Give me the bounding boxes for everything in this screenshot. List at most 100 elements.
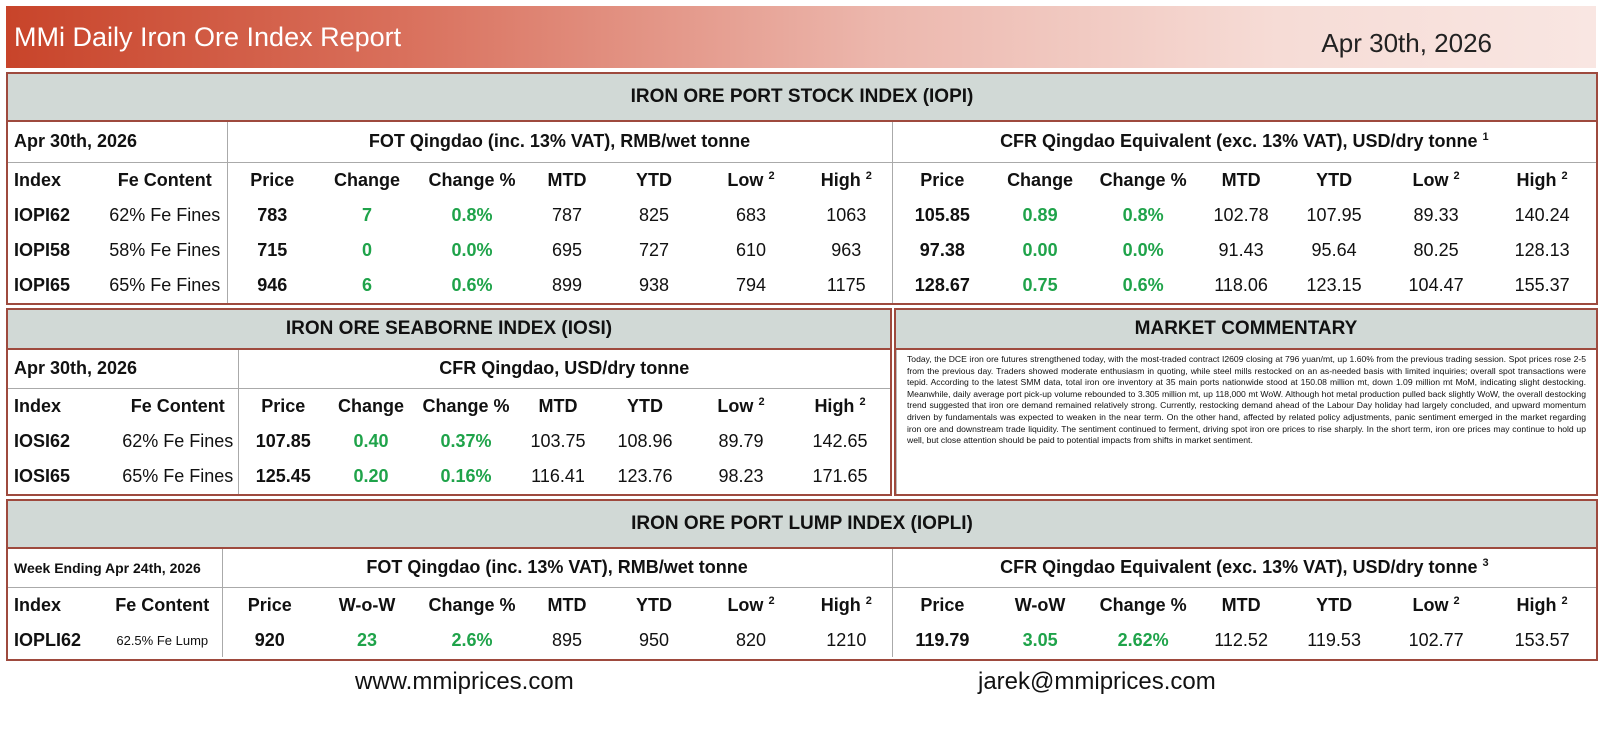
row-fe: 65% Fe Fines [103, 268, 228, 303]
cell-low: 610 [735, 240, 767, 260]
cell-low: 89.33 [1413, 205, 1459, 225]
col-index: Index [14, 169, 62, 190]
cell-mtd: 116.41 [531, 466, 585, 486]
cell-low: 794 [735, 275, 767, 295]
cell-price: 119.79 [915, 629, 970, 650]
cell-mtd: 118.06 [1214, 275, 1268, 295]
cell-ytd: 123.15 [1306, 275, 1362, 295]
cell-low: 80.25 [1413, 240, 1459, 260]
cell-high: 171.65 [812, 466, 868, 486]
cell-mtd: 102.78 [1213, 205, 1269, 225]
cell-mtd: 899 [551, 275, 583, 295]
cell-ytd: 938 [638, 275, 670, 295]
cell-ytd: 119.53 [1307, 629, 1361, 650]
cell-change-pct: 0.6% [451, 275, 493, 295]
col-index: Index [14, 395, 62, 416]
cell-high: 1063 [801, 198, 893, 233]
cell-change-pct: 0.16% [440, 466, 492, 486]
col-mtd: MTD [547, 594, 587, 615]
iopli-title: IRON ORE PORT LUMP INDEX (IOPLI) [8, 501, 1596, 549]
iopi-header-row: Index Fe Content Price Change Change % M… [8, 162, 1596, 198]
cell-ytd: 123.76 [617, 466, 673, 486]
iosi-cfr-title: CFR Qingdao, USD/dry tonne [238, 350, 891, 389]
col-high: High 2 [1516, 594, 1568, 615]
col-price: Price [920, 594, 965, 615]
row-fe: 62% Fe Fines [103, 198, 228, 233]
col-mtd: MTD [547, 169, 587, 190]
cell-mtd: 103.75 [530, 431, 586, 451]
iosi-section: IRON ORE SEABORNE INDEX (IOSI) Apr 30th,… [6, 308, 892, 496]
cell-ytd: 825 [638, 205, 670, 225]
cell-change: 0.75 [1022, 275, 1058, 295]
iopi-title: IRON ORE PORT STOCK INDEX (IOPI) [8, 74, 1596, 122]
col-high: High 2 [814, 395, 866, 416]
cell-mtd: 787 [551, 205, 583, 225]
cell-price: 107.85 [255, 431, 311, 451]
cell-price: 783 [257, 205, 288, 225]
iosi-table: Apr 30th, 2026 CFR Qingdao, USD/dry tonn… [8, 350, 891, 494]
cell-change-pct: 0.6% [1122, 275, 1164, 295]
cell-price: 715 [257, 240, 288, 260]
table-row: IOPLI62 62.5% Fe Lump 920 23 2.6% 895 95… [8, 623, 1596, 657]
col-change-pct: Change % [428, 594, 516, 615]
col-price: Price [250, 169, 295, 190]
cell-change-pct: 0.0% [1122, 240, 1164, 260]
cell-mtd: 112.52 [1214, 629, 1268, 650]
col-high: High 2 [801, 587, 893, 623]
col-price: Price [247, 594, 292, 615]
cell-price: 125.45 [255, 466, 311, 486]
row-index: IOSI62 [14, 431, 71, 451]
cell-change-pct: 2.62% [1117, 629, 1169, 650]
iosi-title: IRON ORE SEABORNE INDEX (IOSI) [8, 310, 890, 350]
cell-change-pct: 2.6% [451, 629, 493, 650]
cell-price: 97.38 [919, 240, 965, 260]
cell-price: 920 [254, 629, 285, 650]
commentary-section: MARKET COMMENTARY [894, 308, 1598, 496]
col-low: Low 2 [1412, 169, 1460, 190]
cell-change: 6 [361, 275, 372, 295]
commentary-text: Today, the DCE iron ore futures strength… [896, 350, 1596, 494]
cell-change: 0.89 [1022, 205, 1058, 225]
footer-website[interactable]: www.mmiprices.com [355, 668, 574, 695]
iopi-cfr-title: CFR Qingdao Equivalent (exc. 13% VAT), U… [892, 122, 1597, 163]
col-change-pct: Change % [1099, 169, 1187, 190]
iopi-section: IRON ORE PORT STOCK INDEX (IOPI) Apr 30t… [6, 72, 1598, 305]
col-fe: Fe Content [103, 162, 228, 198]
cell-high: 128.13 [1514, 240, 1570, 260]
cell-low: 820 [735, 629, 767, 650]
row-fe: 58% Fe Fines [103, 233, 228, 268]
iosi-header-row: Index Fe Content Price Change Change % M… [8, 388, 890, 424]
cell-price: 105.85 [914, 205, 970, 225]
row-index: IOPLI62 [14, 629, 82, 650]
cell-low: 89.79 [718, 431, 764, 451]
report-title: MMi Daily Iron Ore Index Report [14, 22, 402, 52]
cell-ytd: 108.96 [617, 431, 673, 451]
row-index: IOSI65 [14, 466, 71, 486]
col-high: High 2 [801, 162, 893, 198]
row-index: IOPI58 [14, 240, 71, 260]
col-change-pct: Change % [428, 169, 516, 190]
row-fe: 62% Fe Fines [118, 424, 239, 459]
cell-change-pct: 0.0% [451, 240, 493, 260]
cell-ytd: 107.95 [1306, 205, 1362, 225]
col-index: Index [14, 594, 62, 615]
cell-change: 0.00 [1022, 240, 1058, 260]
cell-low: 98.23 [718, 466, 764, 486]
cell-high: 1175 [801, 268, 893, 303]
col-ytd: YTD [627, 395, 663, 416]
table-row: IOPI58 58% Fe Fines 715 0 0.0% 695 727 6… [8, 233, 1596, 268]
commentary-title: MARKET COMMENTARY [896, 310, 1596, 350]
cell-ytd: 950 [638, 629, 670, 650]
col-fe: Fe Content [103, 587, 223, 623]
col-price: Price [261, 395, 306, 416]
cell-high: 140.24 [1514, 205, 1570, 225]
cell-wow: 3.05 [1022, 629, 1058, 650]
col-price: Price [920, 169, 965, 190]
cell-change-pct: 0.37% [440, 431, 492, 451]
cell-mtd: 895 [551, 629, 583, 650]
cell-wow: 23 [357, 629, 378, 650]
col-mtd: MTD [1221, 169, 1261, 190]
cell-change: 0.40 [353, 431, 389, 451]
iopli-table: Week Ending Apr 24th, 2026 FOT Qingdao (… [8, 549, 1597, 657]
footer-email[interactable]: jarek@mmiprices.com [978, 668, 1216, 695]
